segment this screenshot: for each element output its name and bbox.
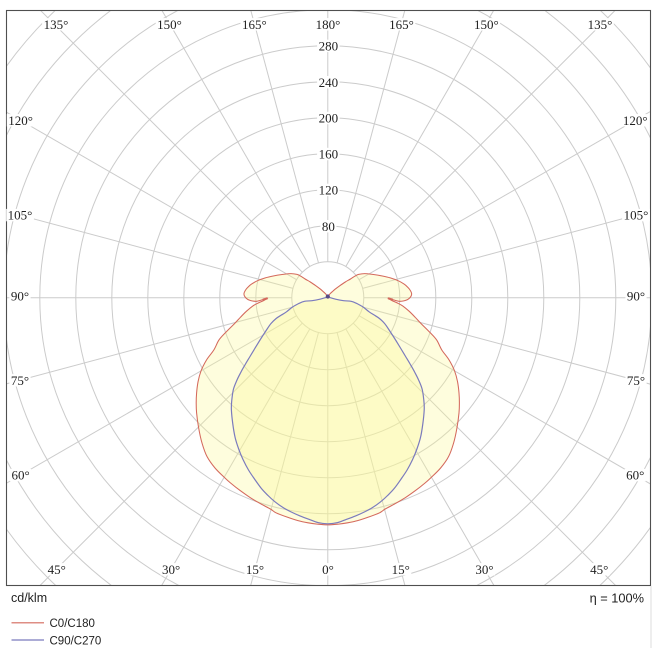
svg-text:30°: 30° [162, 562, 180, 577]
svg-text:135°: 135° [44, 17, 69, 32]
svg-text:90°: 90° [627, 289, 645, 304]
svg-text:45°: 45° [590, 562, 608, 577]
svg-text:150°: 150° [157, 17, 182, 32]
svg-text:200: 200 [319, 111, 339, 126]
svg-text:120°: 120° [623, 113, 648, 128]
svg-text:80: 80 [322, 219, 335, 234]
svg-text:120°: 120° [8, 113, 33, 128]
svg-text:90°: 90° [11, 289, 29, 304]
svg-text:240: 240 [319, 75, 339, 90]
svg-text:45°: 45° [48, 562, 66, 577]
svg-text:150°: 150° [474, 17, 499, 32]
svg-text:75°: 75° [627, 373, 645, 388]
svg-text:160: 160 [319, 147, 339, 162]
svg-text:60°: 60° [626, 468, 644, 483]
svg-text:135°: 135° [588, 17, 613, 32]
svg-text:120: 120 [319, 183, 339, 198]
svg-text:60°: 60° [11, 468, 29, 483]
svg-text:165°: 165° [242, 17, 267, 32]
svg-text:15°: 15° [246, 562, 264, 577]
svg-text:C90/C270: C90/C270 [50, 635, 102, 647]
svg-text:180°: 180° [316, 17, 341, 32]
svg-text:165°: 165° [389, 17, 414, 32]
svg-text:30°: 30° [475, 562, 493, 577]
svg-text:C0/C180: C0/C180 [50, 618, 95, 630]
svg-text:280: 280 [319, 39, 339, 54]
svg-text:105°: 105° [8, 208, 33, 223]
svg-text:η = 100%: η = 100% [590, 591, 644, 606]
svg-text:105°: 105° [624, 208, 649, 223]
svg-text:cd/klm: cd/klm [11, 591, 47, 605]
svg-text:0°: 0° [322, 562, 334, 577]
svg-text:15°: 15° [392, 562, 410, 577]
svg-text:75°: 75° [11, 373, 29, 388]
